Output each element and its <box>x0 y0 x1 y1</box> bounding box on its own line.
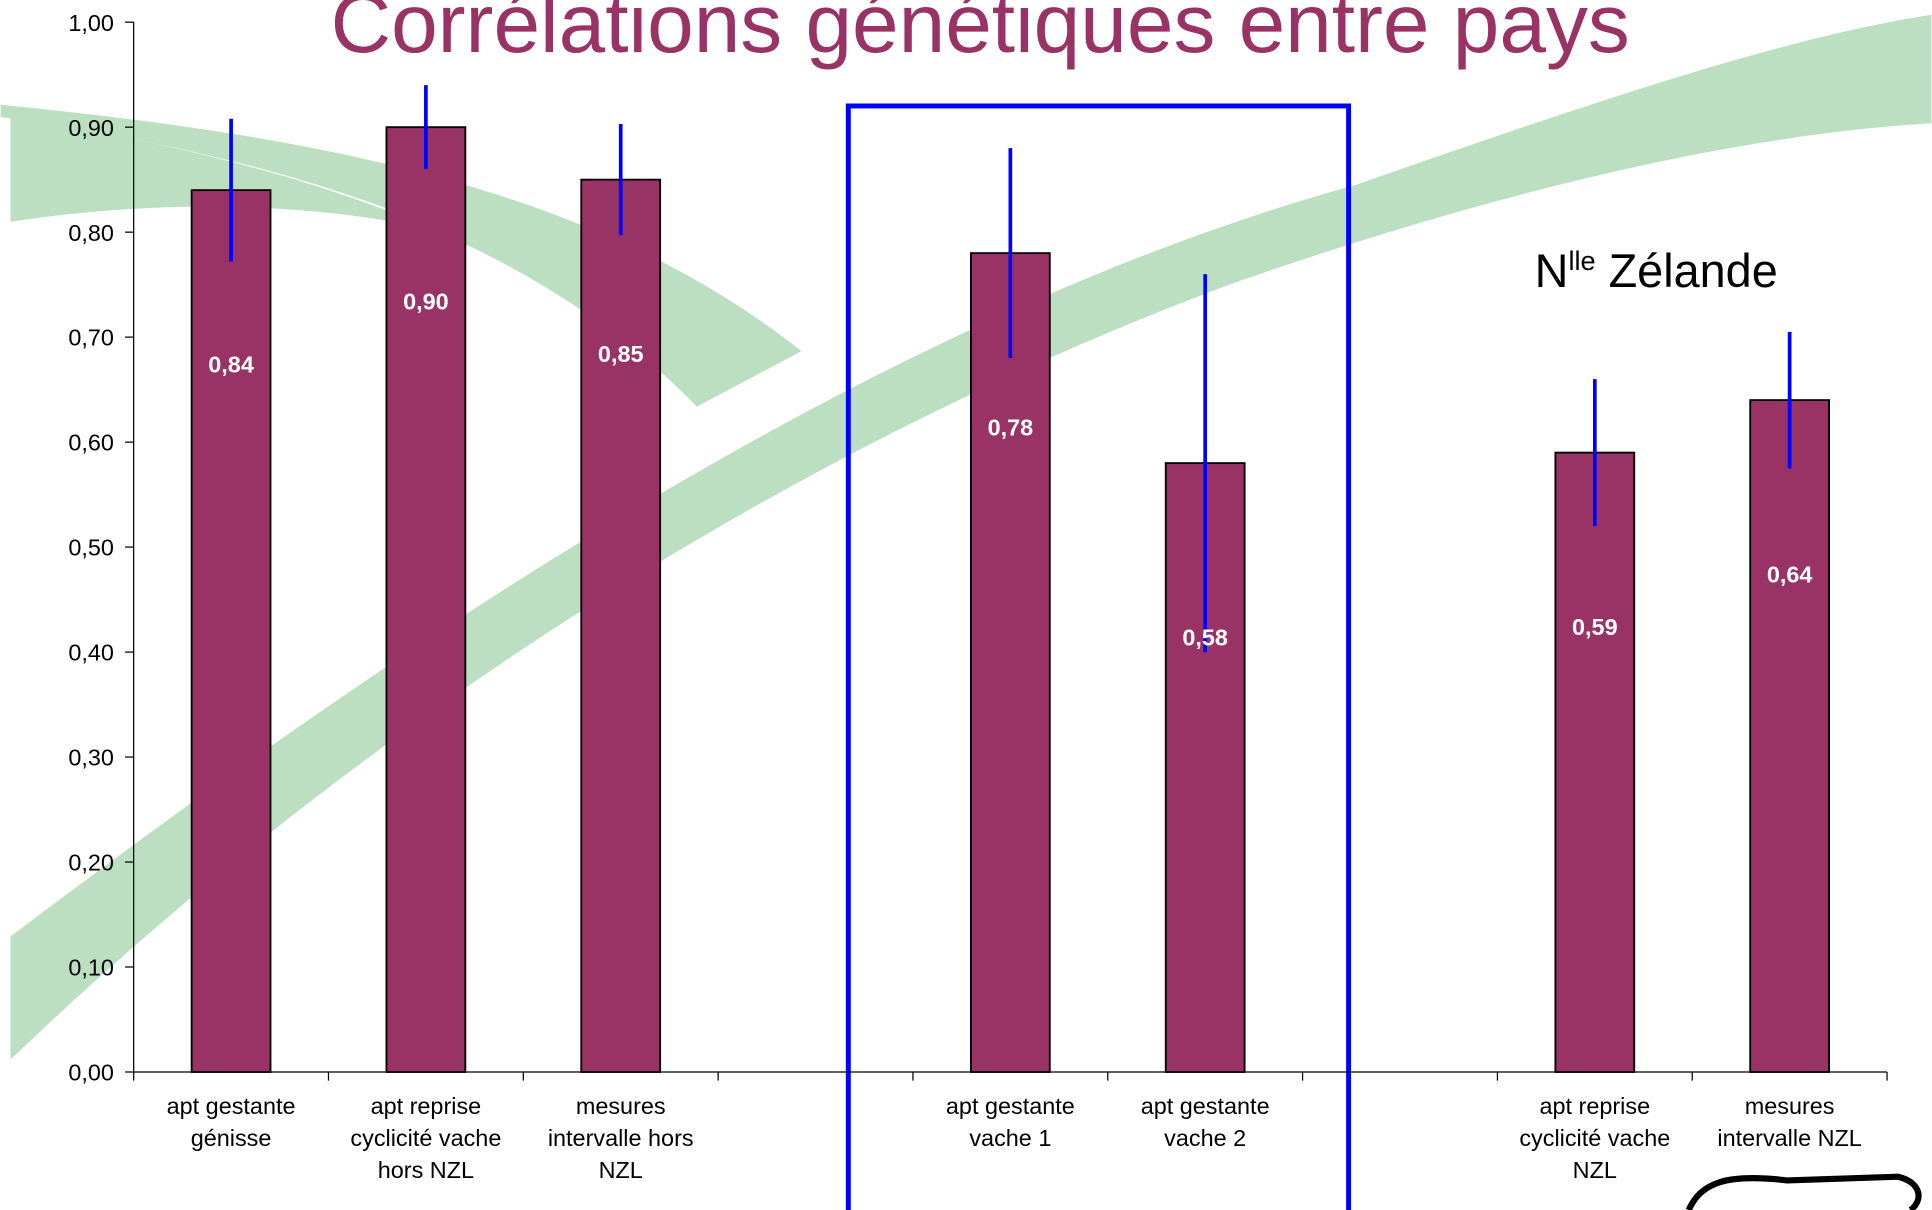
value-label: 0,90 <box>403 289 449 315</box>
x-tick-label: apt gestante vache 1 <box>913 1092 1108 1156</box>
x-tick-label: apt reprise cyclicité vache NZL <box>1497 1092 1692 1188</box>
x-tick-label: mesures intervalle hors NZL <box>523 1092 718 1188</box>
y-tick-label: 0,40 <box>68 640 114 666</box>
y-tick-label: 0,00 <box>68 1060 114 1086</box>
highlight-box <box>848 106 1348 1210</box>
y-tick-label: 0,90 <box>68 115 114 141</box>
annotation-part: lle <box>1568 245 1595 276</box>
x-tick-label-box: apt gestante vache 1 <box>913 1092 1108 1210</box>
y-tick-label: 0,80 <box>68 220 114 246</box>
y-tick-label: 1,00 <box>68 10 114 36</box>
bar <box>971 253 1050 1072</box>
bar <box>1555 453 1634 1072</box>
annotation-part: N <box>1535 245 1569 297</box>
x-tick-label-box: apt reprise cyclicité vache NZL <box>1497 1092 1692 1210</box>
y-tick-label: 0,10 <box>68 955 114 981</box>
value-label: 0,64 <box>1767 561 1813 587</box>
y-tick-label: 0,70 <box>68 325 114 351</box>
value-label: 0,59 <box>1572 614 1618 640</box>
value-label: 0,78 <box>988 415 1034 441</box>
x-tick-label-box: mesures intervalle hors NZL <box>523 1092 718 1210</box>
y-tick-label: 0,50 <box>68 535 114 561</box>
x-tick-label: apt gestante génisse <box>134 1092 329 1156</box>
chart-title: Corrélations génétiques entre pays <box>331 0 1630 70</box>
y-tick-label: 0,30 <box>68 745 114 771</box>
x-tick-label: mesures intervalle NZL <box>1692 1092 1887 1156</box>
x-tick-label-box: apt reprise cyclicité vache hors NZL <box>328 1092 523 1210</box>
bar <box>386 127 465 1072</box>
bar <box>192 190 271 1072</box>
x-tick-label: apt reprise cyclicité vache hors NZL <box>328 1092 523 1188</box>
bar <box>581 180 660 1072</box>
annotation: Nlle Zélande <box>1535 245 1778 297</box>
x-tick-label: apt gestante vache 2 <box>1108 1092 1303 1156</box>
value-label: 0,58 <box>1182 624 1228 650</box>
x-tick-label-box: apt gestante vache 2 <box>1108 1092 1303 1210</box>
y-tick-label: 0,20 <box>68 850 114 876</box>
x-tick-label-box: apt gestante génisse <box>134 1092 329 1210</box>
chart: Corrélations génétiques entre pays Nlle … <box>0 0 1932 1210</box>
value-label: 0,84 <box>208 352 254 378</box>
page: Corrélations génétiques entre pays Nlle … <box>0 0 1932 1210</box>
y-tick-label: 0,60 <box>68 430 114 456</box>
annotation-part: Zélande <box>1596 245 1778 297</box>
value-label: 0,85 <box>598 341 644 367</box>
bar <box>1750 400 1829 1072</box>
x-tick-label-box: mesures intervalle NZL <box>1692 1092 1887 1210</box>
